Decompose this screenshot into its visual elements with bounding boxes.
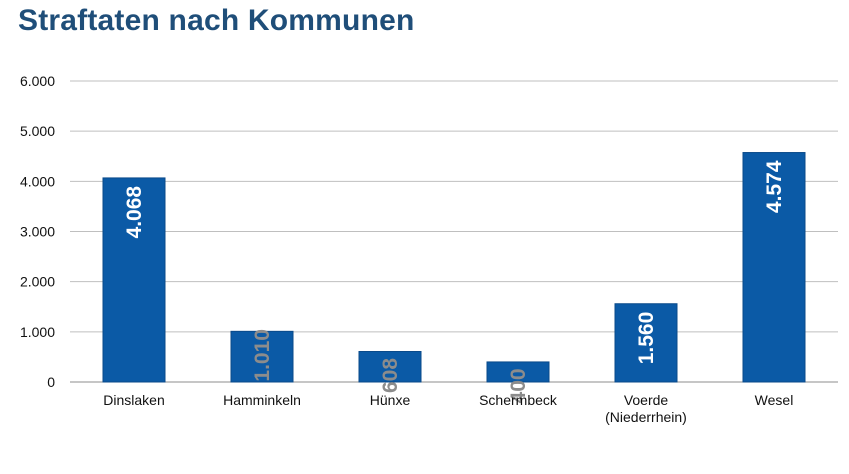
- x-category-label: Wesel: [755, 392, 794, 408]
- x-category-label: Hünxe: [370, 392, 411, 408]
- chart-title: Straftaten nach Kommunen: [18, 4, 415, 37]
- x-category-label-line: Voerde: [624, 392, 669, 408]
- bar: [742, 152, 806, 383]
- x-category-label-line: Dinslaken: [103, 392, 164, 408]
- y-tick-label: 2.000: [20, 274, 55, 290]
- x-category-label: Schermbeck: [479, 392, 558, 408]
- bar: [358, 350, 422, 383]
- x-category-label: Dinslaken: [103, 392, 164, 408]
- x-category-label: Hamminkeln: [223, 392, 301, 408]
- data-label: 4.574: [763, 160, 786, 213]
- data-label: 4.068: [123, 186, 146, 239]
- y-tick-label: 5.000: [20, 123, 55, 139]
- y-tick-label: 6.000: [20, 73, 55, 89]
- data-label: 1.560: [635, 312, 658, 365]
- data-label: 400: [507, 368, 530, 403]
- data-label: 608: [379, 358, 402, 393]
- x-category-label-line: Wesel: [755, 392, 794, 408]
- x-category-label: Voerde (Niederrhein): [605, 392, 687, 425]
- x-category-label-line: Hamminkeln: [223, 392, 301, 408]
- bar: [614, 303, 678, 383]
- data-label: 1.010: [251, 329, 274, 382]
- x-category-label-line: Hünxe: [370, 392, 411, 408]
- x-category-label-line: Schermbeck: [479, 392, 558, 408]
- y-tick-label: 3.000: [20, 224, 55, 240]
- y-tick-label: 1.000: [20, 324, 55, 340]
- x-category-label-line: (Niederrhein): [605, 409, 687, 425]
- bar: [486, 361, 550, 383]
- y-tick-label: 0: [47, 374, 55, 390]
- y-tick-label: 4.000: [20, 173, 55, 189]
- bar: [230, 330, 294, 383]
- bar: [102, 177, 166, 383]
